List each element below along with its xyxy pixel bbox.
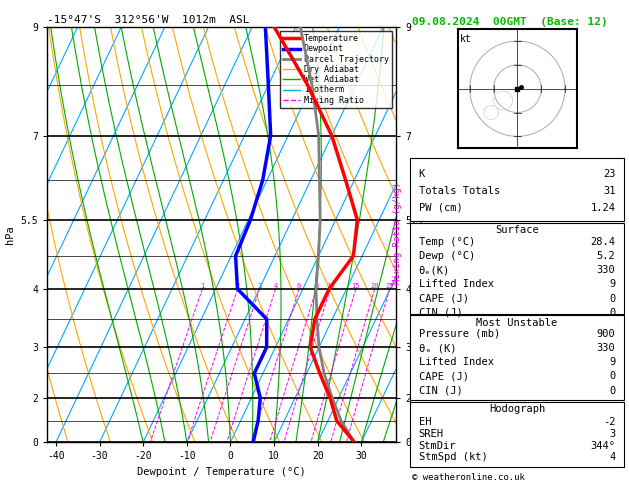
- Text: 9: 9: [609, 279, 615, 290]
- Text: θₑ (K): θₑ (K): [419, 343, 456, 353]
- Text: 2: 2: [235, 283, 240, 289]
- Text: 31: 31: [603, 186, 615, 196]
- Bar: [410, 158, 624, 221]
- Text: 5.2: 5.2: [597, 251, 615, 261]
- Text: StmSpd (kt): StmSpd (kt): [419, 452, 487, 462]
- Text: 330: 330: [597, 265, 615, 275]
- Text: 10: 10: [326, 283, 335, 289]
- Text: 4: 4: [609, 452, 615, 462]
- Text: Hodograph: Hodograph: [489, 404, 545, 415]
- Text: Surface: Surface: [495, 226, 539, 236]
- Text: 344°: 344°: [591, 441, 615, 451]
- Text: 0: 0: [609, 371, 615, 382]
- Text: Most Unstable: Most Unstable: [476, 318, 558, 328]
- Text: 330: 330: [597, 343, 615, 353]
- Text: 9: 9: [609, 357, 615, 367]
- Text: Totals Totals: Totals Totals: [419, 186, 500, 196]
- Text: 0: 0: [609, 308, 615, 318]
- Text: θₑ(K): θₑ(K): [419, 265, 450, 275]
- Text: 25: 25: [386, 283, 394, 289]
- Text: 09.08.2024  00GMT  (Base: 12): 09.08.2024 00GMT (Base: 12): [412, 17, 608, 27]
- Bar: [410, 402, 624, 467]
- Text: EH: EH: [419, 417, 431, 427]
- Text: -15°47'S  312°56'W  1012m  ASL: -15°47'S 312°56'W 1012m ASL: [47, 15, 250, 25]
- Text: StmDir: StmDir: [419, 441, 456, 451]
- Bar: [410, 223, 624, 314]
- Text: K: K: [419, 169, 425, 179]
- Legend: Temperature, Dewpoint, Parcel Trajectory, Dry Adiabat, Wet Adiabat, Isotherm, Mi: Temperature, Dewpoint, Parcel Trajectory…: [280, 31, 392, 108]
- Text: Lifted Index: Lifted Index: [419, 357, 494, 367]
- Text: Dewp (°C): Dewp (°C): [419, 251, 475, 261]
- Text: 6: 6: [297, 283, 301, 289]
- Bar: [410, 315, 624, 400]
- Text: 3: 3: [609, 429, 615, 439]
- Text: CAPE (J): CAPE (J): [419, 294, 469, 304]
- Text: 1.24: 1.24: [591, 203, 615, 213]
- Text: Pressure (mb): Pressure (mb): [419, 329, 500, 339]
- Text: Temp (°C): Temp (°C): [419, 237, 475, 247]
- Text: 20: 20: [370, 283, 379, 289]
- Text: 3: 3: [257, 283, 262, 289]
- Text: 0: 0: [609, 294, 615, 304]
- Y-axis label: hPa: hPa: [5, 225, 15, 244]
- Text: 1: 1: [200, 283, 204, 289]
- Text: CIN (J): CIN (J): [419, 386, 462, 396]
- Text: 0: 0: [609, 386, 615, 396]
- Y-axis label: km
ASL: km ASL: [428, 226, 450, 243]
- Text: -2: -2: [603, 417, 615, 427]
- Text: 8: 8: [314, 283, 318, 289]
- Text: 23: 23: [603, 169, 615, 179]
- Text: SREH: SREH: [419, 429, 443, 439]
- Text: 900: 900: [597, 329, 615, 339]
- Text: CAPE (J): CAPE (J): [419, 371, 469, 382]
- Text: 28.4: 28.4: [591, 237, 615, 247]
- X-axis label: Dewpoint / Temperature (°C): Dewpoint / Temperature (°C): [137, 467, 306, 477]
- Text: Lifted Index: Lifted Index: [419, 279, 494, 290]
- Text: kt: kt: [460, 34, 472, 44]
- Text: 15: 15: [352, 283, 360, 289]
- Text: 4: 4: [274, 283, 278, 289]
- Text: Mixing Ratio (g/kg): Mixing Ratio (g/kg): [393, 182, 402, 284]
- Text: CIN (J): CIN (J): [419, 308, 462, 318]
- Text: © weatheronline.co.uk: © weatheronline.co.uk: [412, 473, 525, 482]
- Text: PW (cm): PW (cm): [419, 203, 462, 213]
